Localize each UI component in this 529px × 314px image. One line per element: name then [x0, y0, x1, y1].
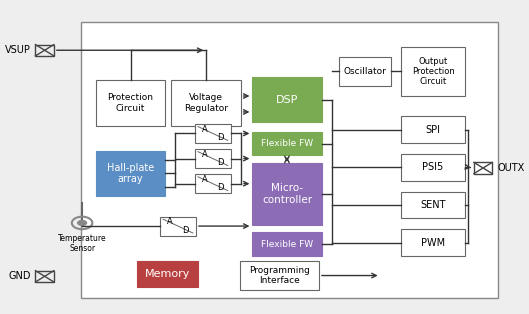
Bar — [252, 163, 322, 225]
Bar — [252, 232, 322, 256]
Text: D: D — [217, 133, 224, 142]
Text: Output
Protection
Circuit: Output Protection Circuit — [412, 57, 454, 86]
Bar — [340, 57, 391, 86]
Text: Oscillator: Oscillator — [344, 67, 387, 76]
Text: Micro-
controller: Micro- controller — [262, 183, 312, 205]
Text: SENT: SENT — [421, 200, 446, 210]
Bar — [96, 151, 165, 196]
Bar — [240, 261, 319, 290]
Text: A: A — [167, 217, 173, 226]
Bar — [401, 192, 465, 218]
Bar — [195, 174, 231, 193]
Text: VSUP: VSUP — [5, 45, 31, 55]
Text: Flexible FW: Flexible FW — [261, 240, 313, 249]
Text: DSP: DSP — [276, 95, 298, 105]
Bar — [252, 132, 322, 155]
Bar — [195, 124, 231, 143]
Text: Memory: Memory — [145, 269, 190, 279]
Bar — [252, 77, 322, 122]
Bar — [171, 80, 241, 126]
Text: D: D — [217, 158, 224, 167]
Text: PWM: PWM — [421, 238, 445, 247]
Circle shape — [77, 220, 87, 226]
Bar — [401, 116, 465, 143]
Text: Hall-plate
array: Hall-plate array — [107, 163, 154, 184]
Bar — [474, 162, 492, 174]
Bar — [160, 217, 196, 236]
Bar — [35, 45, 54, 56]
Bar — [80, 22, 498, 298]
Bar — [96, 80, 165, 126]
Text: Voltage
Regulator: Voltage Regulator — [184, 93, 228, 112]
Text: D: D — [217, 183, 224, 192]
Text: Temperature
Sensor: Temperature Sensor — [58, 234, 106, 253]
Text: Protection
Circuit: Protection Circuit — [107, 93, 153, 112]
Bar — [401, 47, 465, 96]
Text: Programming
Interface: Programming Interface — [249, 266, 309, 285]
Bar — [401, 154, 465, 181]
Text: OUTX: OUTX — [497, 163, 525, 173]
Bar — [137, 261, 198, 287]
Text: PSI5: PSI5 — [423, 162, 444, 172]
Text: D: D — [183, 226, 189, 235]
Text: Flexible FW: Flexible FW — [261, 139, 313, 148]
Bar — [401, 229, 465, 256]
Text: A: A — [202, 125, 208, 134]
Text: GND: GND — [8, 271, 31, 281]
Text: A: A — [202, 175, 208, 184]
Bar — [195, 149, 231, 168]
Text: SPI: SPI — [425, 125, 441, 134]
Bar — [35, 271, 54, 282]
Text: A: A — [202, 150, 208, 159]
